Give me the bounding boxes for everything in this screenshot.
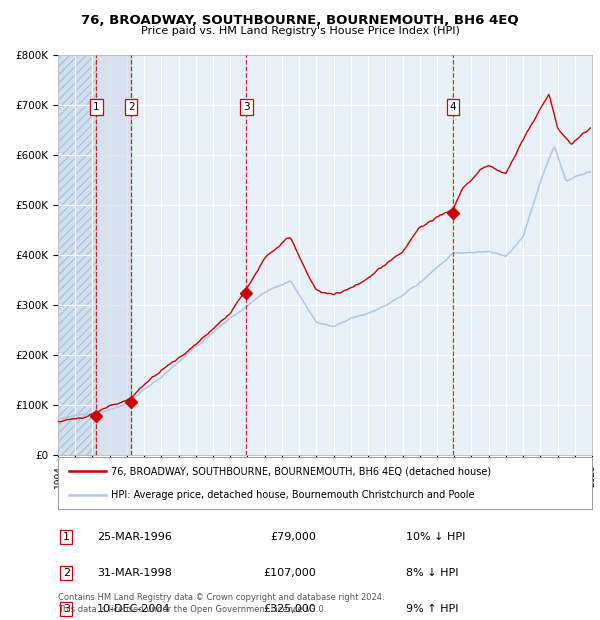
Text: 2: 2 — [128, 102, 134, 112]
Text: 1: 1 — [93, 102, 100, 112]
Text: Contains HM Land Registry data © Crown copyright and database right 2024.: Contains HM Land Registry data © Crown c… — [58, 593, 385, 602]
Text: £79,000: £79,000 — [270, 532, 316, 542]
Text: 3: 3 — [243, 102, 250, 112]
Text: £107,000: £107,000 — [263, 568, 316, 578]
Text: Price paid vs. HM Land Registry's House Price Index (HPI): Price paid vs. HM Land Registry's House … — [140, 26, 460, 36]
Text: 10% ↓ HPI: 10% ↓ HPI — [406, 532, 466, 542]
Text: 4: 4 — [449, 102, 456, 112]
Text: 76, BROADWAY, SOUTHBOURNE, BOURNEMOUTH, BH6 4EQ (detached house): 76, BROADWAY, SOUTHBOURNE, BOURNEMOUTH, … — [112, 466, 491, 476]
Text: 8% ↓ HPI: 8% ↓ HPI — [406, 568, 458, 578]
Text: 3: 3 — [63, 604, 70, 614]
Text: 2: 2 — [63, 568, 70, 578]
Text: 10-DEC-2004: 10-DEC-2004 — [97, 604, 170, 614]
Bar — [97, 55, 131, 455]
Text: HPI: Average price, detached house, Bournemouth Christchurch and Poole: HPI: Average price, detached house, Bour… — [112, 490, 475, 500]
Text: 31-MAR-1998: 31-MAR-1998 — [97, 568, 172, 578]
Text: 1: 1 — [63, 532, 70, 542]
Text: £325,000: £325,000 — [263, 604, 316, 614]
Text: This data is licensed under the Open Government Licence v3.0.: This data is licensed under the Open Gov… — [58, 605, 326, 614]
Text: 9% ↑ HPI: 9% ↑ HPI — [406, 604, 458, 614]
Text: 76, BROADWAY, SOUTHBOURNE, BOURNEMOUTH, BH6 4EQ: 76, BROADWAY, SOUTHBOURNE, BOURNEMOUTH, … — [81, 14, 519, 27]
Text: 25-MAR-1996: 25-MAR-1996 — [97, 532, 172, 542]
